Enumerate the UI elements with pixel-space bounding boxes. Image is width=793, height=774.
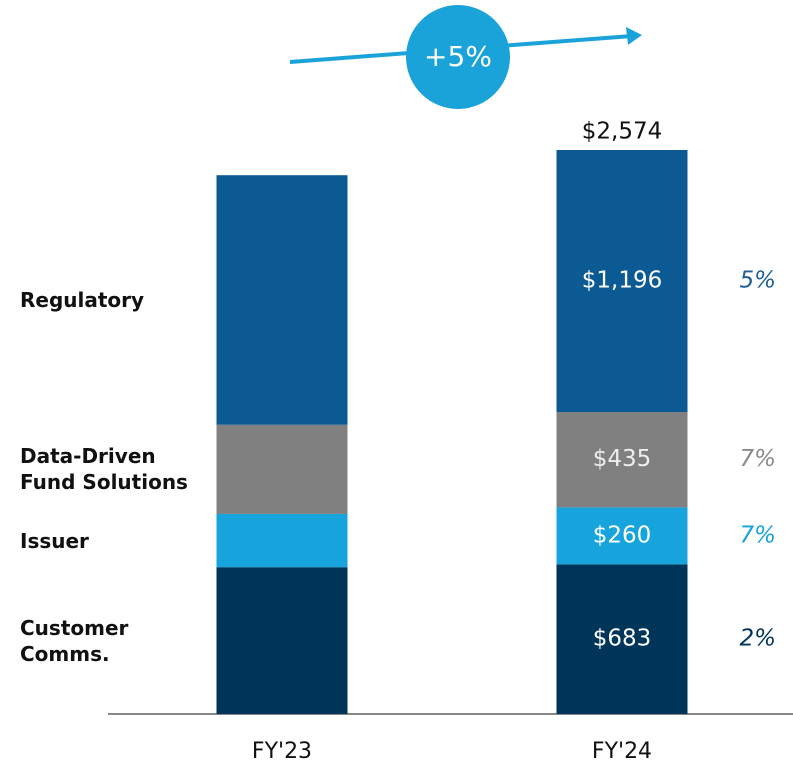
bar-segment [556,150,688,413]
growth-bubble [406,5,510,109]
arrow-head [626,27,642,45]
total-label: $2,574 [582,119,662,145]
growth-label: 7% [740,446,777,472]
series-label: Issuer [20,528,89,553]
bar-segment [556,507,688,565]
growth-label: 2% [740,626,777,652]
bar-segment [216,175,348,425]
series-label: Customer Comms. [20,615,129,666]
series-label: Regulatory [20,287,145,312]
series-label: Data-Driven Fund Solutions [20,444,188,495]
value-label: $260 [593,522,652,548]
value-label: $435 [593,446,652,472]
x-tick-label: FY'24 [592,739,652,764]
bar-segment [216,424,348,514]
x-tick-label: FY'23 [252,739,312,764]
value-label: $683 [593,626,652,652]
growth-label: 5% [740,268,777,294]
bar-segment [556,564,688,714]
bar-segment [216,567,348,714]
value-label: $1,196 [582,268,662,294]
bar-segment [556,412,688,508]
growth-label: 7% [740,522,777,548]
growth-annotation: +5% [424,40,492,73]
bar-segment [216,513,348,568]
